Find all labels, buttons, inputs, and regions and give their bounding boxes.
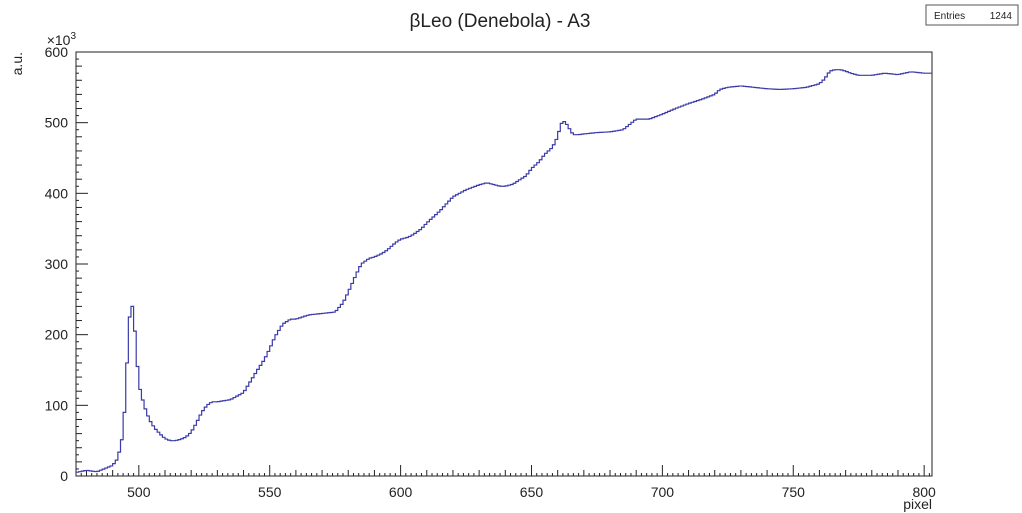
series-line	[76, 69, 932, 473]
y-tick-label: 500	[45, 115, 69, 131]
x-axis-label: pixel	[903, 496, 932, 512]
stats-entries-label: Entries	[934, 11, 965, 22]
y-exponent-base: ×10	[47, 32, 71, 48]
y-tick-label: 600	[45, 44, 69, 60]
stats-box: Entries 1244	[925, 4, 1019, 26]
y-tick-label: 100	[45, 397, 69, 413]
x-tick-label: 550	[258, 484, 282, 500]
x-tick-label: 800	[912, 484, 936, 500]
y-tick-label: 0	[60, 468, 68, 484]
x-tick-label: 500	[127, 484, 151, 500]
y-tick-label: 300	[45, 256, 69, 272]
y-axis-label: a.u.	[9, 52, 25, 75]
x-axis: 500 550 600 650 700 750 800	[75, 465, 936, 500]
stats-entries-value: 1244	[990, 11, 1013, 22]
x-tick-label: 700	[651, 484, 675, 500]
x-tick-label: 750	[782, 484, 806, 500]
x-tick-label: 650	[520, 484, 544, 500]
y-exponent: ×103	[47, 31, 77, 48]
y-tick-label: 200	[45, 327, 69, 343]
y-tick-label: 400	[45, 185, 69, 201]
x-tick-label: 600	[389, 484, 413, 500]
chart-title: βLeo (Denebola) - A3	[410, 11, 591, 32]
stats-box-frame	[925, 4, 1019, 26]
y-axis: 0 100 200 300 400 500 600	[45, 44, 88, 484]
y-exponent-power: 3	[70, 31, 76, 42]
